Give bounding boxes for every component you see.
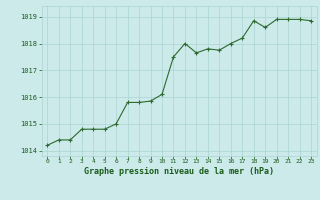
X-axis label: Graphe pression niveau de la mer (hPa): Graphe pression niveau de la mer (hPa) [84,167,274,176]
